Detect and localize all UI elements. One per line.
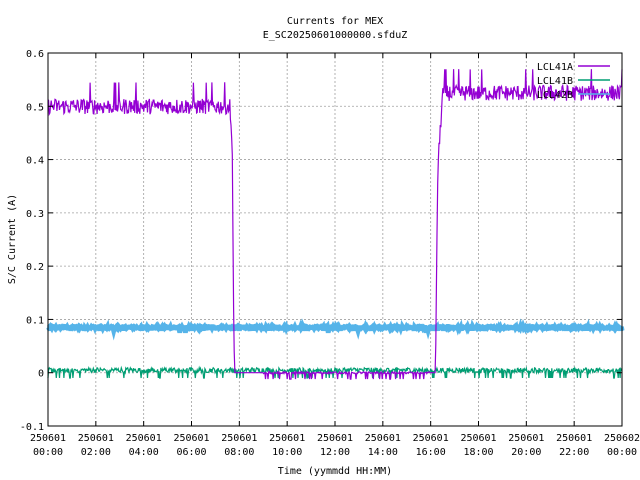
- legend-label: LCL42B: [537, 90, 573, 101]
- x-tick-label-time: 14:00: [368, 447, 398, 458]
- x-tick-label-time: 00:00: [33, 447, 63, 458]
- x-tick-label-date: 250601: [126, 433, 162, 444]
- x-tick-label-time: 10:00: [272, 447, 302, 458]
- y-tick-label: 0.4: [26, 156, 44, 167]
- y-tick-label: -0.1: [20, 422, 44, 433]
- y-tick-label: 0: [38, 369, 44, 380]
- x-tick-label-time: 20:00: [511, 447, 541, 458]
- legend-label: LCL41B: [537, 76, 573, 87]
- series-line-lcl42b: [46, 318, 625, 341]
- series-line-lcl41b: [47, 365, 623, 379]
- x-axis-ticks: 250601 00:00 250601 02:00 250601 04:00 250601 0…: [30, 53, 640, 458]
- x-tick-label-time: 22:00: [559, 447, 589, 458]
- x-tick-label-date: 250602: [604, 433, 640, 444]
- x-tick-label-date: 250601: [460, 433, 496, 444]
- chart-subtitle: E_SC20250601000000.sfduZ: [263, 30, 408, 41]
- x-tick-label-time: 16:00: [416, 447, 446, 458]
- x-tick-label-date: 250601: [317, 433, 353, 444]
- x-tick-label-date: 250601: [365, 433, 401, 444]
- x-tick-label-date: 250601: [556, 433, 592, 444]
- x-tick-label-time: 18:00: [463, 447, 493, 458]
- legend-label: LCL41A: [537, 62, 573, 73]
- y-tick-label: 0.1: [26, 315, 44, 326]
- series-layer: [46, 69, 625, 380]
- x-tick-label-time: 06:00: [176, 447, 206, 458]
- y-tick-label: 0.5: [26, 102, 44, 113]
- x-tick-label-date: 250601: [78, 433, 114, 444]
- x-axis-label: Time (yymmdd HH:MM): [278, 466, 392, 477]
- x-tick-label-time: 12:00: [320, 447, 350, 458]
- y-tick-label: 0.3: [26, 209, 44, 220]
- legend: LCL41A LCL41B LCL42B: [537, 62, 610, 101]
- x-tick-label-date: 250601: [413, 433, 449, 444]
- y-axis-ticks: -0.1 0 0.1 0.2 0.3 0.4 0.5 0.6: [20, 49, 622, 433]
- y-axis-label: S/C Current (A): [7, 194, 18, 284]
- x-tick-label-date: 250601: [269, 433, 305, 444]
- series-line-lcl41a: [47, 69, 623, 380]
- x-tick-label-date: 250601: [173, 433, 209, 444]
- x-tick-label-date: 250601: [30, 433, 66, 444]
- x-tick-label-time: 00:00: [607, 447, 637, 458]
- x-tick-label-date: 250601: [221, 433, 257, 444]
- chart-title: Currents for MEX: [287, 16, 383, 27]
- x-tick-label-date: 250601: [508, 433, 544, 444]
- y-tick-label: 0.2: [26, 262, 44, 273]
- y-tick-label: 0.6: [26, 49, 44, 60]
- x-tick-label-time: 08:00: [224, 447, 254, 458]
- x-tick-label-time: 02:00: [81, 447, 111, 458]
- x-tick-label-time: 04:00: [129, 447, 159, 458]
